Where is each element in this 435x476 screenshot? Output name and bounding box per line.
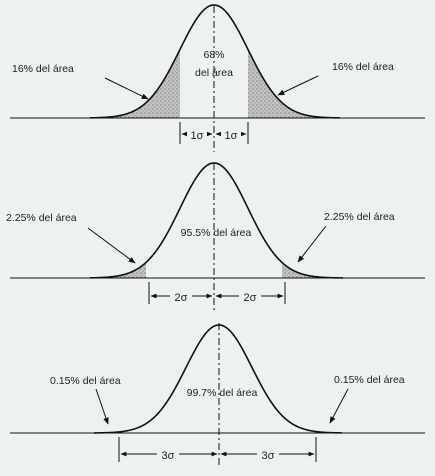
dimension-label-right: 2σ [244, 292, 257, 304]
tail-right-arrow [297, 225, 327, 263]
dimension-label-left: 1σ [191, 130, 204, 142]
tail-left-label: 16% del área [12, 63, 74, 75]
tail-right-label: 0.15% del área [334, 374, 405, 386]
tail-right-arrow [277, 75, 319, 96]
tail-left-arrow [95, 388, 109, 425]
center-area-label-line2: del área [195, 67, 233, 79]
dimension-label-right: 3σ [262, 450, 275, 462]
dimension-label-left: 2σ [175, 292, 188, 304]
tail-right-label: 2.25% del área [324, 211, 395, 223]
center-area-label: 95.5% del área [181, 227, 252, 239]
panel-1: 1σ 1σ 68% del área 16% del área 16% del … [10, 4, 425, 152]
dimension-label-left: 3σ [162, 450, 175, 462]
tail-right-shading [282, 262, 343, 278]
tail-left-label: 0.15% del área [50, 375, 121, 387]
tail-left-arrow [104, 77, 149, 100]
tail-left-shading [90, 262, 146, 278]
center-area-label: 99.7% del área [187, 387, 258, 399]
tail-left-shading [90, 49, 180, 118]
bell-curve [89, 4, 341, 119]
tail-right-arrow [329, 388, 349, 424]
bell-curve [89, 162, 344, 279]
panel-3: 3σ 3σ 99.7% del área 0.15% del área 0.15… [10, 323, 425, 466]
panel-2: 2σ 2σ 95.5% del área 2.25% del área 2.25… [6, 162, 425, 310]
center-area-label: 68% [203, 49, 224, 61]
bell-curve [93, 324, 343, 434]
tail-left-arrow [87, 227, 136, 264]
dimension-label-right: 1σ [225, 130, 238, 142]
tail-right-label: 16% del área [332, 61, 394, 73]
tail-right-shading [248, 49, 340, 118]
tail-left-label: 2.25% del área [6, 212, 77, 224]
